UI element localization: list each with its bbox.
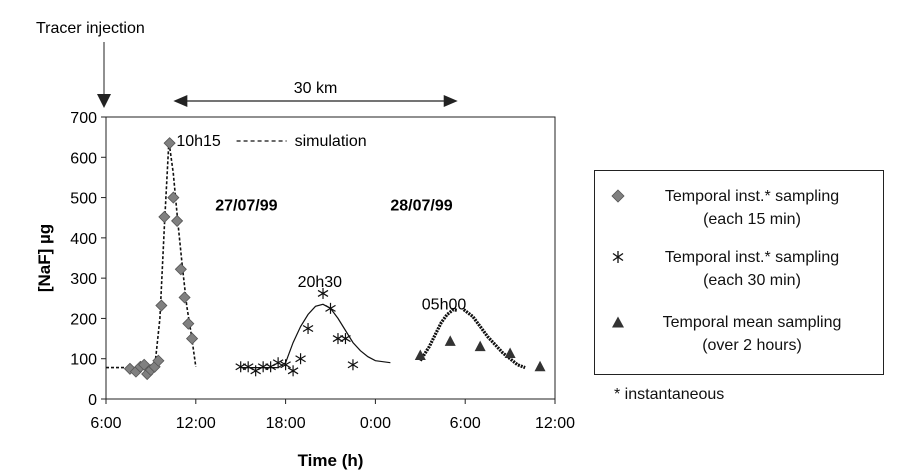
asterisk-stroke (280, 361, 291, 369)
x-axis-title: Time (h) (298, 451, 364, 470)
data-point-30min (340, 333, 351, 345)
chart-annotation: 27/07/99 (215, 197, 277, 214)
data-point-15min (167, 191, 180, 204)
legend-label-line2: (over 2 hours) (702, 337, 802, 354)
chart-annotation: 20h30 (298, 274, 343, 291)
data-point-15min (171, 214, 184, 228)
x-tick-label: 12:00 (176, 415, 216, 432)
data-point-30min (280, 359, 291, 371)
data-point-15min (174, 263, 187, 276)
asterisk-stroke (295, 355, 306, 363)
asterisk-stroke (317, 289, 329, 297)
simulation-curve (106, 141, 197, 369)
data-point-15min (152, 354, 165, 367)
data-point-15min (155, 299, 168, 312)
data-point-30min (250, 365, 261, 377)
data-point-mean (444, 335, 456, 346)
y-axis-title: [NaF] µg (35, 224, 54, 292)
data-point-15min (185, 332, 199, 345)
y-tick-label: 0 (88, 392, 97, 409)
legend-label-line1: Temporal inst.* sampling (664, 188, 840, 205)
footnote: * instantaneous (614, 386, 725, 403)
x-tick-label: 12:00 (535, 415, 575, 432)
data-point-15min (138, 358, 151, 371)
simulation-curve (418, 307, 458, 362)
tracer-injection-label: Tracer injection (36, 20, 145, 37)
triangle-icon (612, 316, 624, 328)
chart-annotation: 10h15 (176, 133, 221, 150)
asterisk-stroke (287, 367, 299, 375)
data-point-30min (235, 361, 247, 373)
data-point-30min (287, 365, 299, 377)
data-point-30min (257, 361, 269, 373)
x-tick-label: 18:00 (266, 415, 306, 432)
y-tick-label: 500 (70, 191, 97, 208)
distance-arrow-right (443, 95, 458, 107)
data-point-30min (332, 333, 344, 345)
data-point-15min (158, 210, 171, 223)
asterisk-stroke (272, 359, 284, 367)
data-point-15min (163, 137, 176, 150)
simulation-curve (462, 308, 526, 370)
data-point-30min (347, 359, 359, 371)
distance-arrow-left (173, 95, 188, 107)
legend-label-line1: Temporal inst.* sampling (664, 249, 840, 266)
data-point-mean (504, 347, 516, 358)
y-tick-label: 400 (70, 231, 97, 248)
data-point-30min (317, 287, 329, 299)
diamond-icon (611, 189, 625, 203)
y-tick-label: 300 (70, 271, 97, 288)
asterisk-stroke (302, 324, 314, 333)
tracer-arrow-head (97, 94, 111, 108)
chart-annotation: 28/07/99 (390, 197, 452, 214)
asterisk-icon (612, 251, 624, 263)
x-tick-label: 0:00 (360, 415, 391, 432)
legend-label-line2: (each 30 min) (703, 272, 801, 289)
y-tick-label: 600 (70, 150, 97, 167)
legend-label-line2: (each 15 min) (703, 211, 801, 228)
data-point-30min (295, 353, 306, 365)
data-point-mean (474, 340, 486, 352)
data-point-30min (265, 361, 276, 373)
data-point-mean (534, 360, 546, 372)
y-tick-label: 700 (70, 110, 97, 127)
data-point-30min (272, 357, 284, 369)
y-tick-label: 100 (70, 352, 97, 369)
asterisk-stroke (242, 363, 254, 371)
plot-area (105, 116, 556, 400)
simulation-legend-label: simulation (295, 133, 367, 150)
data-point-mean (414, 349, 426, 360)
simulation-curve (240, 303, 391, 369)
asterisk-stroke (347, 361, 359, 369)
data-point-30min (242, 361, 254, 373)
x-tick-label: 6:00 (450, 415, 481, 432)
y-tick-label: 200 (70, 311, 97, 328)
data-point-15min (182, 317, 195, 330)
x-tick-label: 6:00 (90, 415, 121, 432)
legend-box: Temporal inst.* sampling (each 15 min) T… (594, 170, 884, 375)
chart-annotation: 05h00 (422, 297, 467, 314)
data-point-15min (178, 291, 191, 304)
asterisk-stroke (325, 304, 336, 312)
data-point-30min (325, 302, 336, 314)
legend-label-line1: Temporal mean sampling (662, 314, 842, 331)
distance-label: 30 km (294, 80, 338, 97)
data-point-30min (302, 323, 314, 334)
asterisk-stroke (340, 335, 351, 343)
